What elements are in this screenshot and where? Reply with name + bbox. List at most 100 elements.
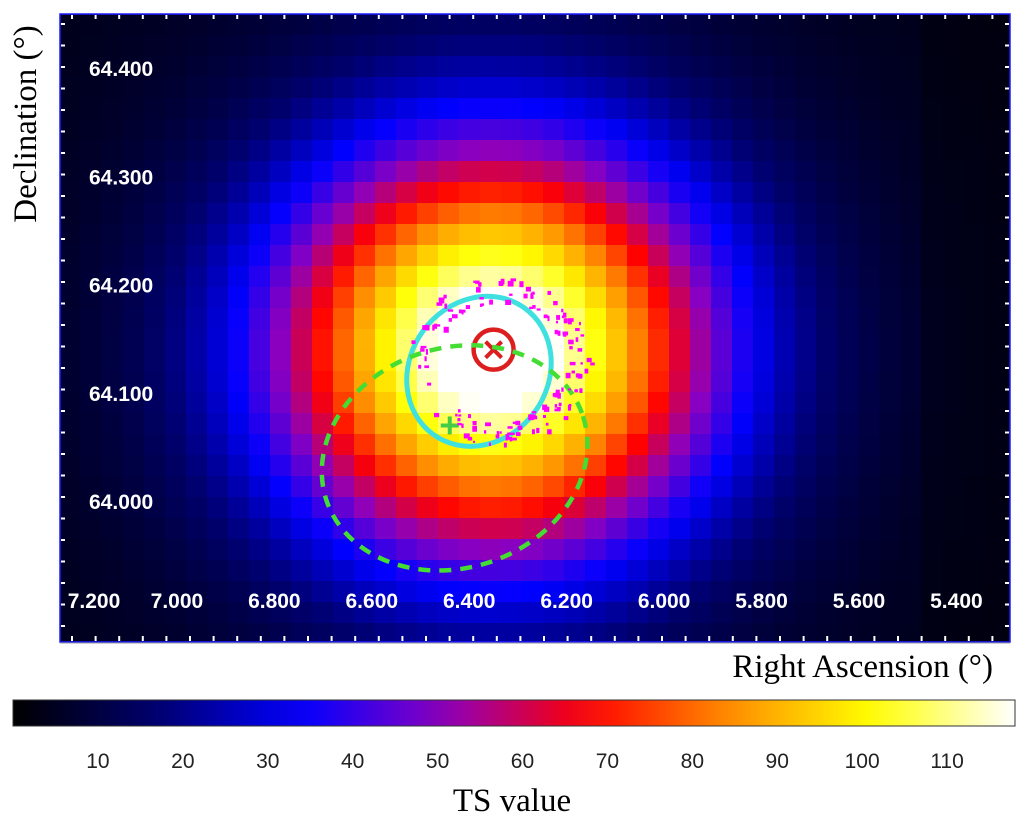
heatmap-cell <box>1005 602 1010 624</box>
heatmap-cell <box>60 413 82 435</box>
heatmap-cell <box>438 392 460 414</box>
heatmap-cell <box>543 224 565 246</box>
heatmap-cell <box>354 56 376 78</box>
heatmap-cell <box>858 329 880 351</box>
heatmap-cell <box>606 35 628 57</box>
heatmap-cell <box>1005 623 1010 642</box>
heatmap-cell <box>207 35 229 57</box>
heatmap-cell <box>900 119 922 141</box>
heatmap-cell <box>480 140 502 162</box>
heatmap-cell <box>669 560 691 582</box>
heatmap-cell <box>648 77 670 99</box>
shell-contour-dot <box>525 286 532 292</box>
heatmap-cell <box>81 98 103 120</box>
heatmap-cell <box>207 182 229 204</box>
heatmap-cell <box>228 98 250 120</box>
heatmap-cell <box>249 560 271 582</box>
heatmap-cell <box>60 350 82 372</box>
heatmap-cell <box>417 497 439 519</box>
heatmap-cell <box>207 350 229 372</box>
heatmap-cell <box>690 602 712 624</box>
heatmap-cell <box>165 287 187 309</box>
heatmap-cell <box>102 161 124 183</box>
shell-contour-dot <box>472 425 477 432</box>
heatmap-cell <box>732 266 754 288</box>
heatmap-cell <box>417 350 439 372</box>
heatmap-cell <box>921 224 943 246</box>
heatmap-cell <box>81 497 103 519</box>
heatmap-cell <box>921 434 943 456</box>
heatmap-cell <box>732 581 754 603</box>
heatmap-cell <box>396 56 418 78</box>
heatmap-cell <box>375 182 397 204</box>
heatmap-cell <box>522 455 544 477</box>
heatmap-cell <box>501 56 523 78</box>
heatmap-cell <box>837 287 859 309</box>
heatmap-cell <box>501 560 523 582</box>
heatmap-cell <box>669 539 691 561</box>
heatmap-cell <box>921 350 943 372</box>
heatmap-cell <box>669 329 691 351</box>
heatmap-cell <box>648 203 670 225</box>
heatmap-cell <box>459 56 481 78</box>
heatmap-cell <box>669 56 691 78</box>
heatmap-cell <box>165 518 187 540</box>
heatmap-cell <box>963 602 985 624</box>
heatmap-cell <box>333 287 355 309</box>
heatmap-cell <box>522 56 544 78</box>
heatmap-cell <box>249 161 271 183</box>
heatmap-cell <box>711 539 733 561</box>
heatmap-cell <box>816 497 838 519</box>
heatmap-cell <box>774 434 796 456</box>
heatmap-cell <box>144 119 166 141</box>
heatmap-cell <box>585 224 607 246</box>
heatmap-cell <box>627 245 649 267</box>
heatmap-cell <box>207 77 229 99</box>
heatmap-cell <box>900 623 922 642</box>
heatmap-cell <box>102 497 124 519</box>
heatmap-cell <box>984 602 1006 624</box>
heatmap-cell <box>144 77 166 99</box>
heatmap-cell <box>564 539 586 561</box>
heatmap-cell <box>186 203 208 225</box>
heatmap-cell <box>354 77 376 99</box>
heatmap-cell <box>984 77 1006 99</box>
heatmap-cell <box>690 434 712 456</box>
heatmap-cell <box>417 182 439 204</box>
heatmap-cell <box>144 581 166 603</box>
heatmap-cell <box>165 266 187 288</box>
heatmap-cell <box>375 14 397 36</box>
heatmap-cell <box>501 602 523 624</box>
heatmap-cell <box>459 455 481 477</box>
heatmap-cell <box>963 350 985 372</box>
heatmap-cell <box>228 413 250 435</box>
heatmap-cell <box>921 140 943 162</box>
heatmap-cell <box>879 413 901 435</box>
heatmap-cell <box>480 14 502 36</box>
heatmap-cell <box>942 392 964 414</box>
heatmap-cell <box>627 224 649 246</box>
shell-contour-dot <box>509 439 513 442</box>
heatmap-cell <box>774 602 796 624</box>
heatmap-cell <box>375 623 397 642</box>
heatmap-cell <box>102 539 124 561</box>
heatmap-cell <box>900 287 922 309</box>
shell-contour-dot <box>507 426 513 429</box>
heatmap-cell <box>186 329 208 351</box>
shell-contour-dot <box>532 291 535 295</box>
heatmap-cell <box>690 371 712 393</box>
shell-contour-dot <box>528 414 534 421</box>
heatmap-cell <box>165 455 187 477</box>
heatmap-cell <box>375 455 397 477</box>
heatmap-cell <box>459 476 481 498</box>
heatmap-cell <box>753 224 775 246</box>
heatmap-cell <box>144 371 166 393</box>
heatmap-cell <box>921 56 943 78</box>
heatmap-cell <box>816 287 838 309</box>
heatmap-cell <box>312 497 334 519</box>
heatmap-cell <box>396 98 418 120</box>
heatmap-cell <box>984 287 1006 309</box>
heatmap-cell <box>669 224 691 246</box>
heatmap-cell <box>312 266 334 288</box>
shell-contour-dot <box>436 302 443 306</box>
